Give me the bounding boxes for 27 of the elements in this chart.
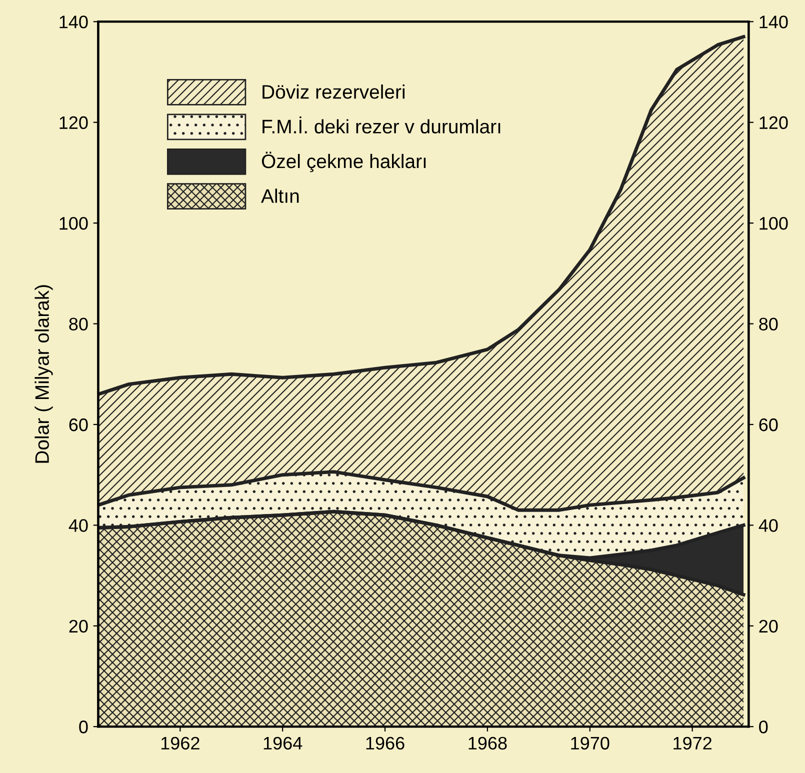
y-axis-title: Dolar ( Milyar olarak) bbox=[34, 285, 53, 463]
x-tick-label: 1972 bbox=[674, 736, 712, 750]
y2-tick-label: 0 bbox=[759, 720, 768, 734]
y-tick-label: 0 bbox=[79, 720, 88, 734]
legend-label: Döviz rezerveleri bbox=[262, 84, 404, 99]
y2-tick-label: 40 bbox=[758, 519, 778, 532]
x-tick-label: 1968 bbox=[468, 736, 507, 750]
y2-tick-label: 100 bbox=[760, 217, 788, 230]
legend-label: Özel çekme hakları bbox=[262, 152, 426, 172]
x-tick-label: 1964 bbox=[264, 736, 302, 750]
y2-tick-label: 80 bbox=[759, 318, 778, 330]
y-tick-label: 100 bbox=[60, 217, 88, 230]
y2-tick-label: 120 bbox=[760, 116, 788, 130]
y-tick-label: 140 bbox=[60, 16, 88, 28]
y-tick-label: 40 bbox=[68, 519, 88, 532]
y2-tick-label: 140 bbox=[760, 16, 788, 28]
y2-tick-label: 60 bbox=[759, 418, 778, 432]
y-tick-label: 80 bbox=[69, 318, 88, 330]
x-tick-label: 1970 bbox=[571, 736, 610, 750]
y-tick-label: 120 bbox=[60, 116, 88, 130]
x-tick-label: 1966 bbox=[366, 736, 404, 750]
y-tick-label: 60 bbox=[69, 418, 88, 432]
x-tick-label: 1962 bbox=[161, 736, 200, 750]
legend-label: Altın bbox=[261, 188, 299, 203]
legend-label: F.M.İ. deki rezer v durumları bbox=[262, 116, 500, 134]
y-tick-label: 20 bbox=[69, 620, 88, 633]
y2-tick-label: 20 bbox=[759, 620, 778, 633]
